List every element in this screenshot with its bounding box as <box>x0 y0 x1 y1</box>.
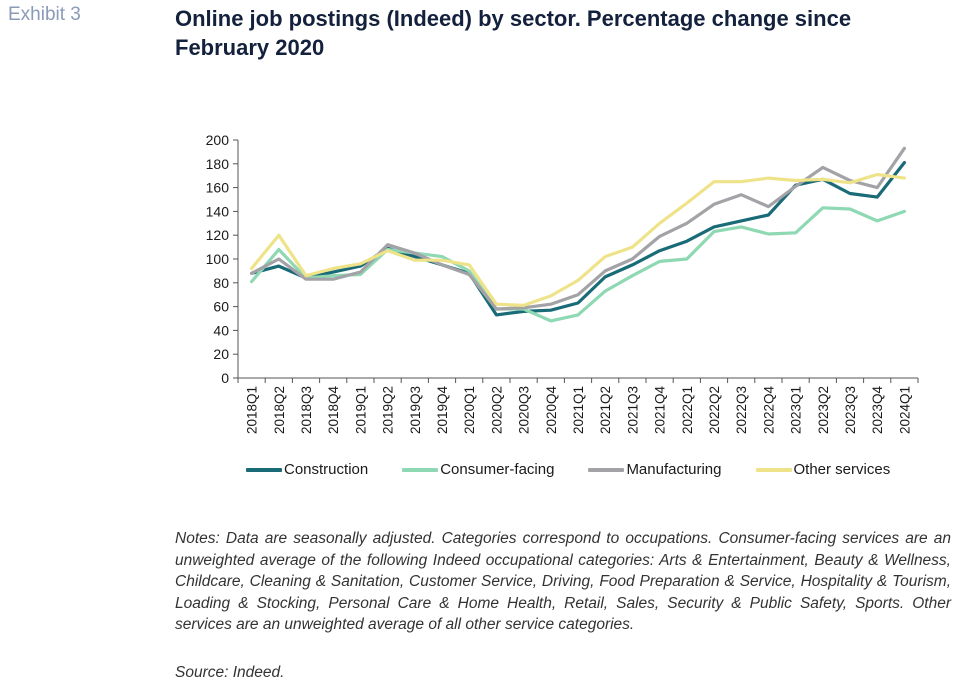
chart-source: Source: Indeed. <box>175 664 285 681</box>
y-tick-label: 0 <box>221 370 229 386</box>
x-tick-label: 2022Q4 <box>761 386 776 435</box>
legend-item-manufacturing: Manufacturing <box>588 461 722 478</box>
x-tick-label: 2018Q3 <box>299 386 314 434</box>
series-line-construction <box>250 161 907 317</box>
x-tick-label: 2019Q3 <box>408 386 423 434</box>
legend-swatch <box>246 467 282 472</box>
legend-label: Other services <box>793 461 891 478</box>
x-tick-label: 2020Q3 <box>517 386 532 434</box>
series-line-manufacturing <box>250 146 907 311</box>
y-tick-label: 180 <box>206 156 230 172</box>
y-tick-label: 80 <box>213 275 229 291</box>
x-tick-label: 2024Q1 <box>897 386 912 434</box>
x-tick-label: 2022Q3 <box>734 386 749 434</box>
x-tick-label: 2022Q1 <box>680 386 695 434</box>
y-tick-label: 120 <box>206 227 230 243</box>
x-tick-label: 2020Q4 <box>544 386 559 435</box>
x-tick-label: 2020Q2 <box>489 386 504 434</box>
exhibit-label: Exhibit 3 <box>8 4 81 25</box>
legend-label: Consumer-facing <box>440 461 555 478</box>
x-tick-label: 2021Q2 <box>598 386 613 434</box>
chart-legend: Construction Consumer-facing Manufacturing… <box>246 461 924 478</box>
legend-item-construction: Construction <box>246 461 368 478</box>
x-tick-label: 2020Q1 <box>462 386 477 434</box>
x-tick-label: 2022Q2 <box>707 386 722 434</box>
legend-label: Manufacturing <box>626 461 722 478</box>
x-tick-label: 2023Q1 <box>789 386 804 434</box>
x-tick-label: 2023Q4 <box>870 386 885 435</box>
legend-item-consumer-facing: Consumer-facing <box>402 461 554 478</box>
x-tick-label: 2023Q2 <box>816 386 831 434</box>
y-tick-label: 100 <box>206 251 230 267</box>
legend-swatch <box>402 467 439 472</box>
legend-item-other-services: Other services <box>755 461 891 478</box>
y-tick-label: 140 <box>206 203 230 219</box>
legend-label: Construction <box>284 461 369 478</box>
chart-title: Online job postings (Indeed) by sector. … <box>175 6 852 60</box>
legend-swatch <box>755 467 792 472</box>
series-line-other-services <box>250 172 907 307</box>
y-tick-label: 40 <box>213 322 229 338</box>
y-tick-label: 20 <box>213 346 229 362</box>
x-tick-label: 2021Q4 <box>653 386 668 435</box>
y-tick-label: 160 <box>206 180 230 196</box>
chart-notes: Notes: Data are seasonally adjusted. Cat… <box>175 530 951 633</box>
series-line-consumer-facing <box>250 206 907 323</box>
x-tick-label: 2018Q4 <box>326 386 341 435</box>
line-chart: 0 20 40 60 80 100 120 140 160 180 200 2018Q1 2018Q2 2… <box>206 132 919 435</box>
legend-swatch <box>588 467 625 472</box>
x-tick-label: 2018Q1 <box>245 386 260 434</box>
x-tick-label: 2023Q3 <box>843 386 858 434</box>
x-tick-label: 2019Q4 <box>435 386 450 435</box>
y-tick-label: 60 <box>213 299 229 315</box>
x-tick-label: 2021Q3 <box>625 386 640 434</box>
x-tick-label: 2018Q2 <box>272 386 287 434</box>
x-tick-label: 2019Q2 <box>381 386 396 434</box>
x-tick-label: 2021Q1 <box>571 386 586 434</box>
y-tick-label: 200 <box>206 132 230 148</box>
x-tick-label: 2019Q1 <box>353 386 368 434</box>
